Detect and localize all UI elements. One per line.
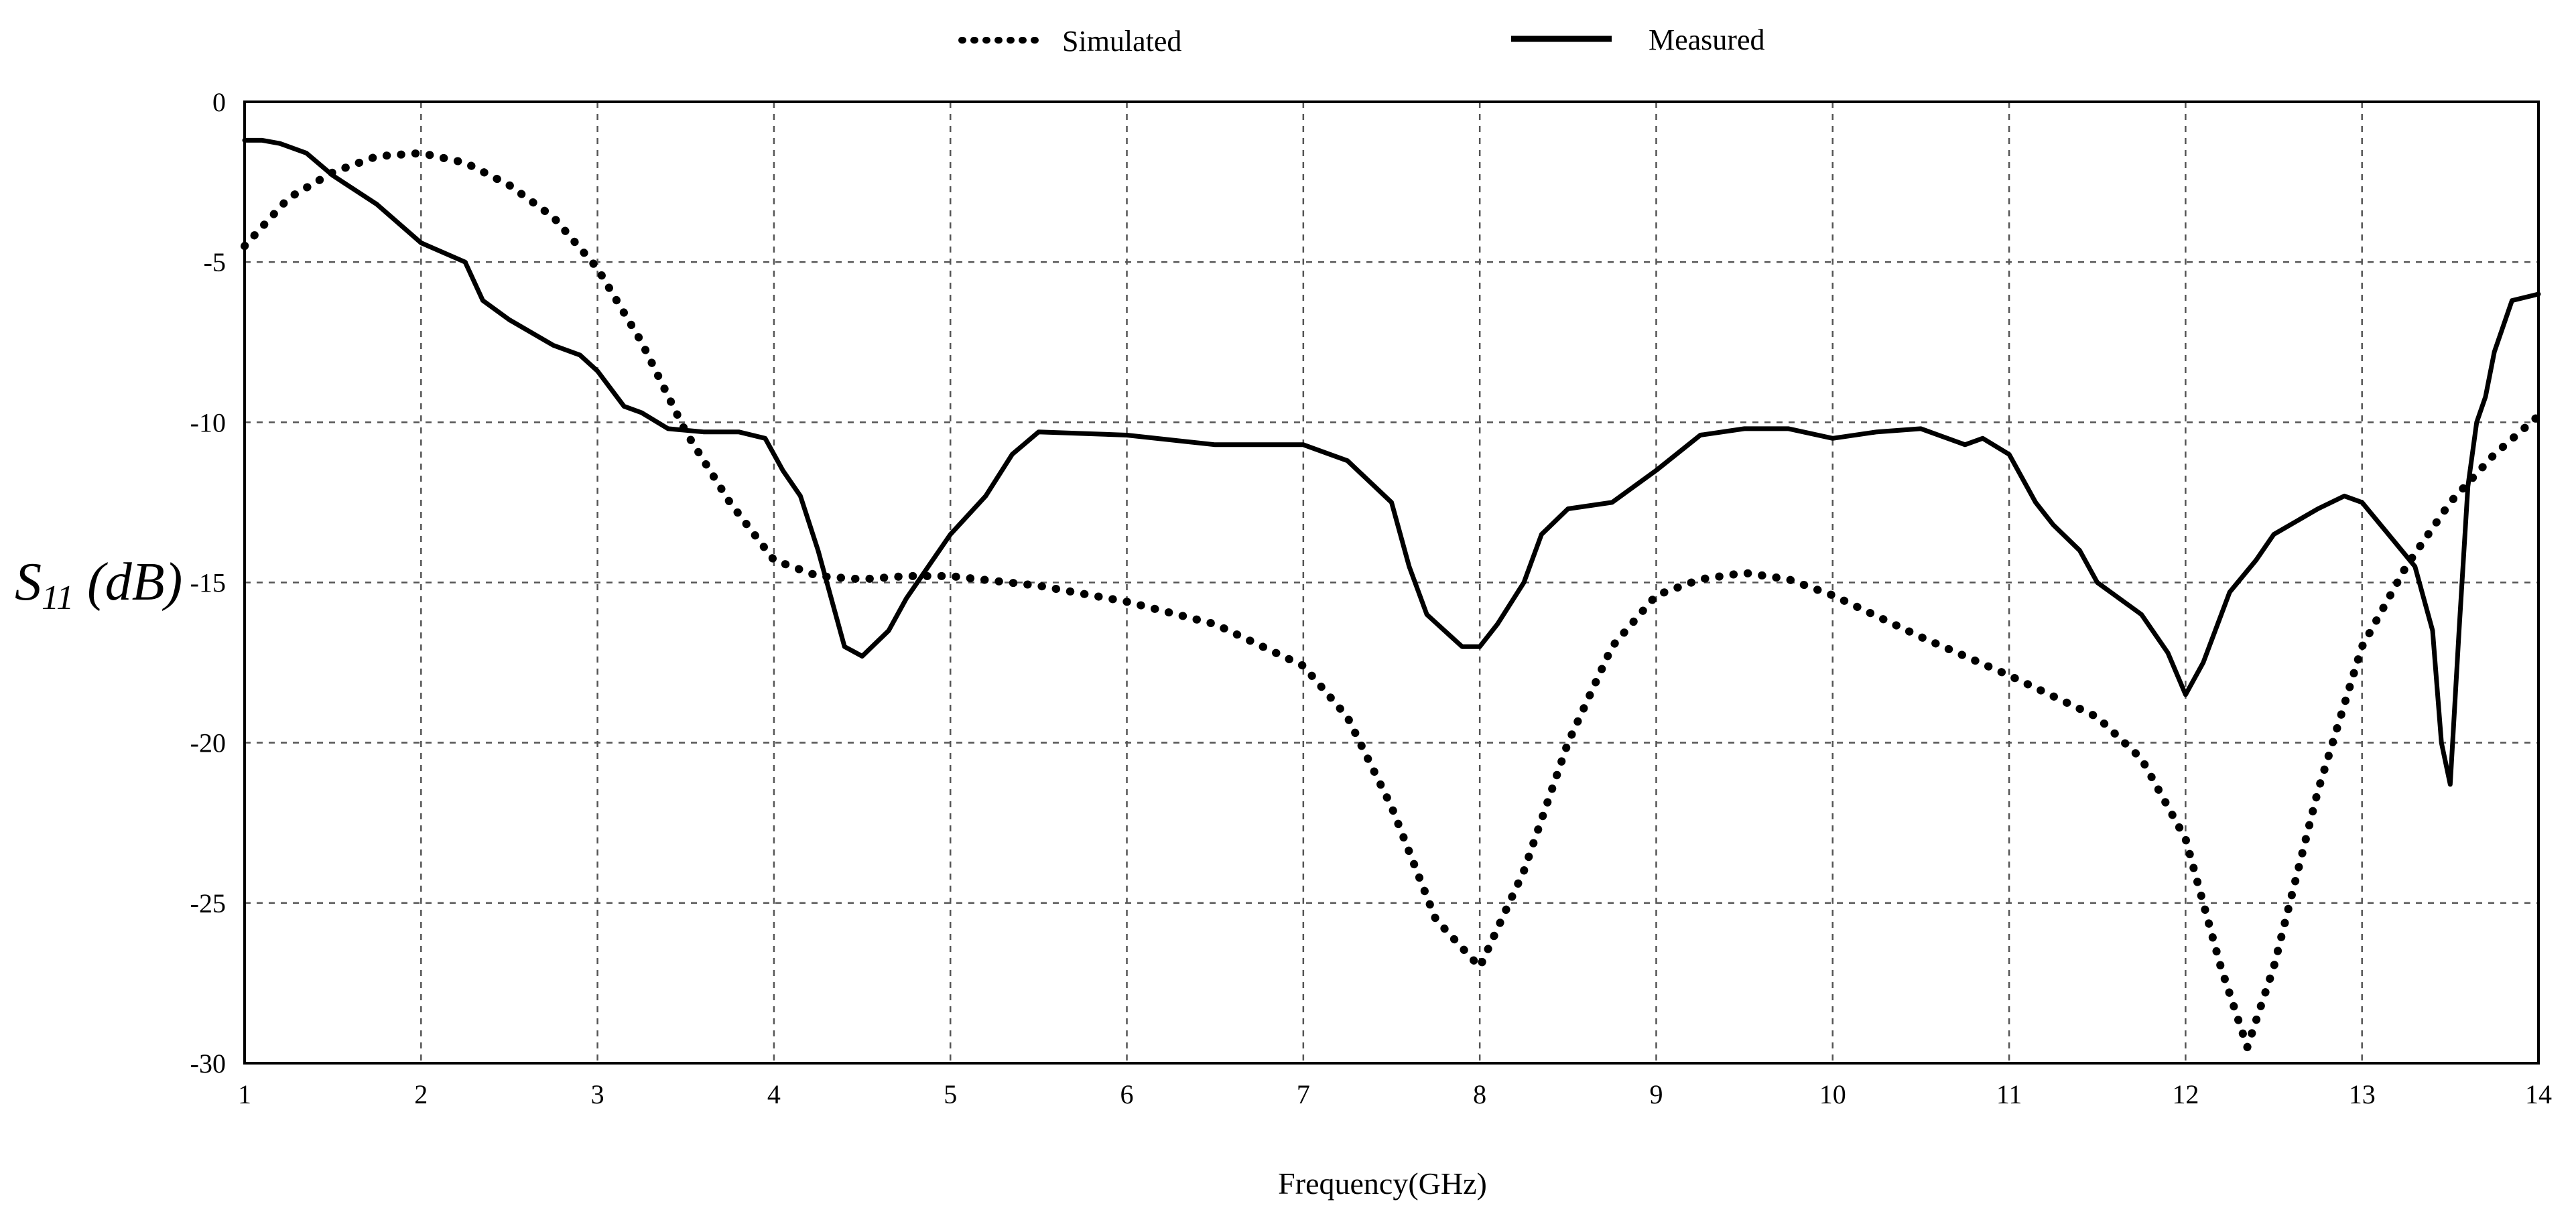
x-tick-label: 1: [238, 1079, 251, 1109]
legend: Simulated Measured: [958, 23, 1765, 58]
plot-frame: [243, 100, 2540, 1065]
y-axis-title: S11 (dB): [15, 553, 182, 617]
y-tick-labels: 0 -5 -10 -15 -20 -25 -30: [190, 87, 226, 1079]
x-tick-label: 6: [1120, 1079, 1134, 1109]
x-tick-label: 9: [1649, 1079, 1663, 1109]
x-tick-label: 10: [1819, 1079, 1846, 1109]
x-axis-title: Frequency(GHz): [1278, 1166, 1487, 1201]
x-tick-labels: 1 2 3 4 5 6 7 8 9 10 11 12 13 14: [238, 1079, 2552, 1109]
y-axis-title-unit: (dB): [74, 553, 182, 612]
y-tick-label: -20: [190, 728, 226, 758]
series-layer: [241, 137, 2542, 1052]
y-tick-label: -10: [190, 407, 226, 437]
x-tick-label: 11: [1996, 1079, 2022, 1109]
x-tick-label: 13: [2349, 1079, 2376, 1109]
y-tick-label: -5: [204, 247, 226, 277]
y-tick-label: -30: [190, 1048, 226, 1079]
x-tick-label: 12: [2172, 1079, 2199, 1109]
y-tick-label: -25: [190, 888, 226, 918]
grid: [245, 102, 2538, 1063]
x-tick-label: 7: [1297, 1079, 1310, 1109]
y-axis-title-main: S: [15, 553, 42, 612]
x-tick-label: 3: [591, 1079, 604, 1109]
legend-measured-label: Measured: [1649, 23, 1765, 56]
series-simulated-line: [241, 149, 2542, 1052]
x-tick-label: 2: [414, 1079, 428, 1109]
legend-simulated-label: Simulated: [1062, 25, 1181, 58]
x-tick-label: 4: [767, 1079, 781, 1109]
y-tick-label: -15: [190, 568, 226, 598]
x-tick-label: 5: [944, 1079, 957, 1109]
x-tick-label: 14: [2525, 1079, 2552, 1109]
series-measured-line: [242, 137, 2541, 787]
x-tick-label: 8: [1473, 1079, 1486, 1109]
y-tick-label: 0: [212, 87, 226, 117]
y-axis-title-sub: 11: [42, 579, 74, 617]
